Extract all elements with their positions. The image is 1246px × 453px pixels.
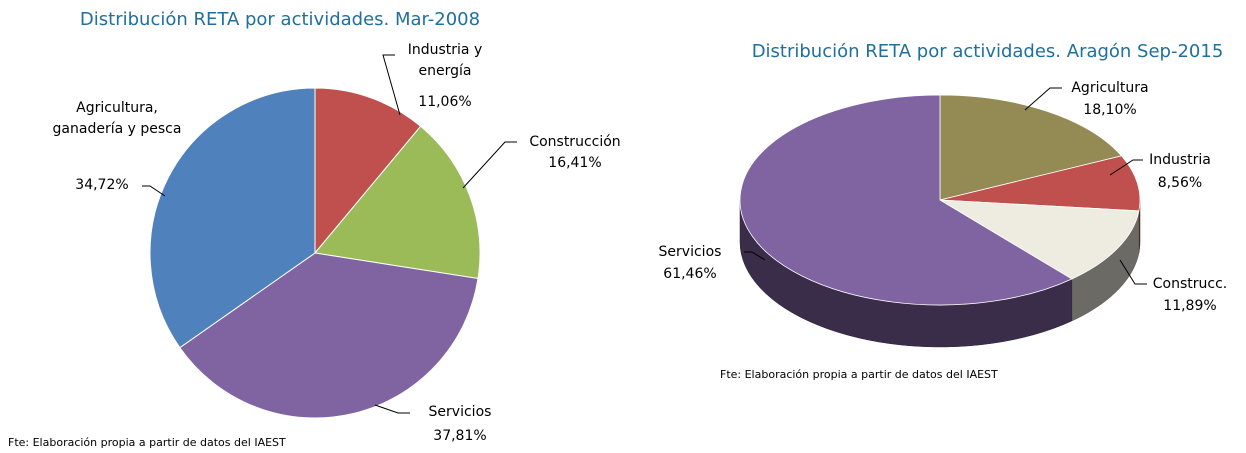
pie-slice (739, 94, 1073, 306)
pie-slice (939, 199, 1140, 280)
pie-slice (939, 155, 1141, 212)
leader-line (462, 141, 517, 189)
pie-slice (179, 252, 479, 419)
slice-label: Construcc. (1152, 276, 1228, 292)
slice-value-label: 16,41% (548, 155, 602, 171)
leader-line (382, 54, 401, 116)
leader-line (1024, 87, 1062, 111)
pie-slice (314, 125, 481, 280)
source-note: Fte: Elaboración propia a partir de dato… (8, 436, 286, 449)
leader-line (1109, 159, 1143, 176)
slice-value-label: 11,89% (1163, 298, 1217, 314)
slice-label: Agricultura (1071, 80, 1149, 96)
slice-value-label: 8,56% (1157, 175, 1203, 191)
pie-slice (939, 94, 1123, 201)
chart-title: Distribución RETA por actividades. Mar-2… (79, 9, 481, 30)
pie-slice (314, 87, 422, 255)
slice-value-label: 11,06% (418, 94, 472, 110)
slice-value-label: 61,46% (663, 266, 717, 282)
leader-line (744, 251, 766, 261)
slice-label: Agricultura, ganadería y pesca (52, 100, 182, 137)
source-note: Fte: Elaboración propia a partir de dato… (720, 368, 998, 381)
slice-value-label: 37,81% (433, 428, 487, 444)
leader-line (374, 404, 410, 414)
slice-value-label: 34,72% (75, 177, 129, 193)
pie-slice (149, 87, 316, 349)
slice-value-label: 18,10% (1083, 102, 1137, 118)
slice-label: Servicios (658, 244, 722, 260)
slice-label: Servicios (428, 404, 492, 420)
chart-title: Distribución RETA por actividades. Aragó… (751, 41, 1224, 62)
leader-line (142, 185, 166, 197)
slice-label: Industria (1149, 152, 1211, 168)
slice-label: Industria y energía (407, 42, 483, 79)
leader-line (1119, 259, 1147, 285)
slice-label: Construcción (529, 134, 621, 150)
